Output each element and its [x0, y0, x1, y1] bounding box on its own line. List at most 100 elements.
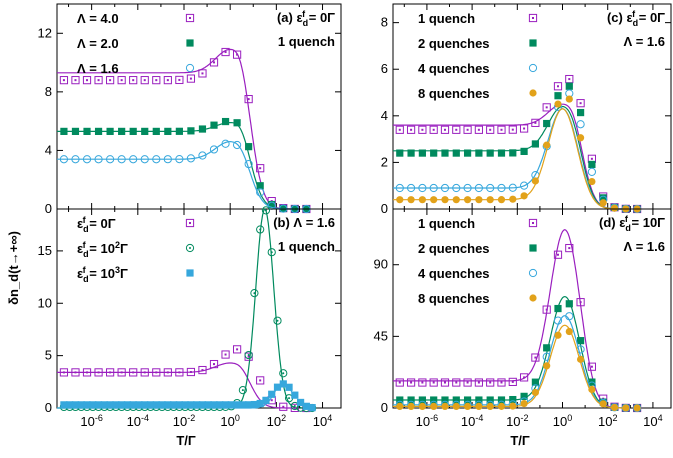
text-part: Λ = 2.0: [77, 36, 119, 51]
data-point: [474, 378, 483, 387]
text-part: d: [83, 274, 89, 284]
data-point-dot: [109, 79, 112, 82]
data-point: [543, 119, 551, 128]
data-point-dot: [523, 127, 526, 130]
y-tick-label: 45: [374, 328, 388, 343]
legend-marker: [529, 39, 537, 47]
data-point: [520, 392, 528, 400]
data-point-dot: [259, 228, 262, 231]
data-point-dot: [270, 399, 273, 402]
data-point: [430, 149, 438, 157]
legend-label: 4 quenches: [418, 61, 490, 76]
data-point: [497, 183, 506, 193]
data-point-dot: [62, 371, 65, 374]
data-point: [463, 196, 472, 204]
text-part: d: [83, 249, 89, 259]
data-point: [441, 402, 449, 411]
data-point: [233, 401, 241, 409]
text-part: -2: [187, 413, 195, 423]
data-point: [395, 125, 404, 134]
data-point: [158, 401, 166, 409]
data-point: [152, 76, 161, 85]
data-point: [406, 125, 416, 134]
data-point: [396, 196, 404, 204]
data-point: [542, 305, 551, 314]
y-tick-label: 4: [45, 142, 52, 157]
data-point-dot: [120, 79, 123, 82]
data-point-dot: [288, 397, 291, 400]
data-point: [497, 402, 506, 410]
data-point: [232, 50, 242, 59]
data-point: [209, 145, 219, 154]
data-point: [193, 401, 201, 409]
data-point: [553, 250, 563, 259]
data-point-dot: [511, 380, 514, 383]
data-point: [452, 396, 460, 404]
data-point-dot: [590, 157, 593, 160]
data-point-dot: [410, 381, 413, 384]
data-point: [89, 401, 97, 409]
data-point: [519, 373, 529, 382]
data-point: [599, 400, 607, 408]
data-point: [587, 362, 596, 371]
data-point-dot: [201, 72, 204, 75]
data-point: [238, 386, 247, 395]
data-point-dot: [189, 77, 192, 80]
data-point: [395, 183, 404, 193]
data-point: [118, 127, 126, 135]
data-point: [210, 401, 218, 409]
data-point: [599, 194, 607, 202]
data-point-dot: [568, 78, 571, 81]
text-part: 2 quenches: [418, 36, 490, 51]
data-point-dot: [511, 128, 514, 131]
series-1: [57, 117, 310, 213]
data-point-dot: [466, 381, 469, 384]
legend-marker: [185, 218, 195, 228]
x-axis-label-right: T/Γ: [510, 433, 530, 448]
text-part: f: [83, 240, 87, 250]
data-point: [486, 396, 494, 404]
data-point-dot: [398, 128, 401, 131]
data-point-dot: [97, 79, 100, 82]
panel-annotation: 1 quench: [278, 34, 335, 49]
data-point-dot: [189, 371, 192, 374]
data-point-dot: [579, 102, 582, 105]
data-point: [82, 76, 92, 85]
data-point: [245, 143, 253, 151]
data-point: [588, 177, 596, 186]
data-point: [140, 155, 149, 164]
data-point: [129, 76, 138, 85]
data-point-dot: [421, 128, 424, 131]
text-part: -6: [430, 413, 438, 423]
text-part: 10: [80, 414, 94, 429]
data-point: [117, 368, 126, 377]
data-point: [256, 164, 265, 173]
data-point: [244, 94, 253, 104]
data-point: [576, 337, 585, 345]
data-point: [118, 401, 126, 409]
text-part: 8 quenches: [418, 86, 490, 101]
data-point: [256, 225, 265, 234]
data-point: [198, 69, 207, 78]
data-point: [587, 167, 596, 176]
data-point: [198, 401, 207, 409]
data-point-dot: [247, 355, 250, 358]
data-point: [261, 206, 271, 215]
data-point: [475, 196, 483, 204]
text-part: 10: [506, 414, 520, 429]
text-part: ε: [77, 216, 83, 231]
data-point-dot: [166, 371, 169, 374]
data-point: [210, 121, 218, 129]
data-point-dot: [120, 371, 123, 374]
data-point: [452, 378, 461, 387]
text-part: = 10: [86, 266, 115, 281]
y-tick-label: 0: [45, 400, 52, 415]
data-point: [186, 367, 196, 377]
data-point: [418, 402, 426, 411]
data-point: [302, 402, 310, 410]
data-point-dot: [86, 79, 89, 82]
data-point: [82, 368, 92, 377]
text-part: 10: [127, 414, 141, 429]
panel-annotation: 1 quench: [278, 239, 335, 254]
